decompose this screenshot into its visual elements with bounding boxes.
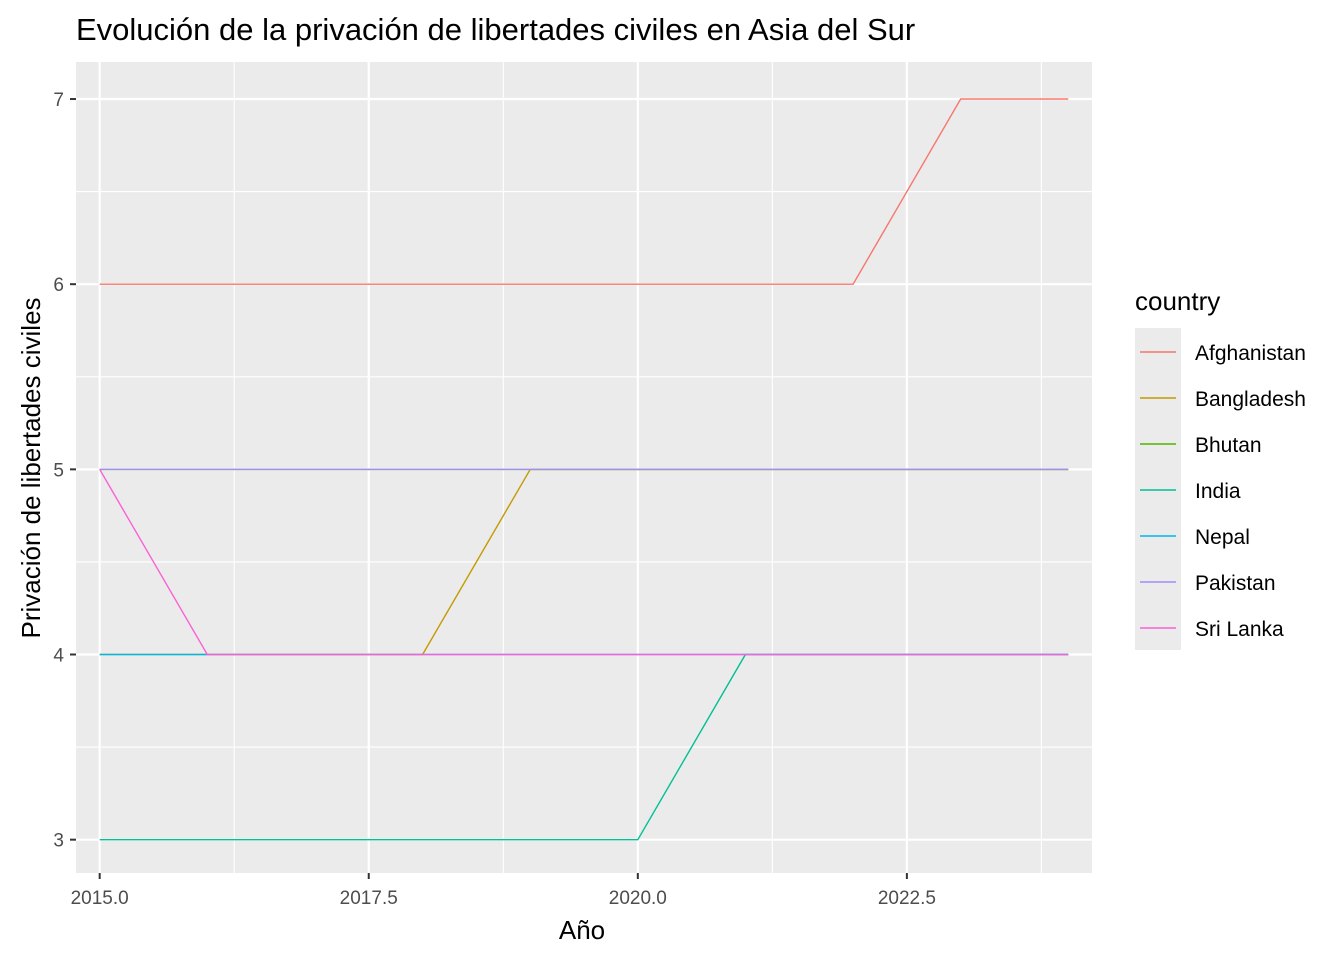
- x-tick-label: 2015.0: [71, 888, 129, 909]
- x-tick-label: 2017.5: [340, 888, 398, 909]
- grid-minor: [76, 62, 1092, 873]
- y-axis-title: Privación de libertades civiles: [16, 297, 46, 638]
- x-tick-label: 2022.5: [878, 888, 936, 909]
- legend-title: country: [1135, 286, 1220, 316]
- series-lines: [99, 98, 1069, 841]
- y-tick-label: 5: [53, 460, 64, 481]
- legend-label: Afghanistan: [1195, 342, 1306, 365]
- y-tick-label: 7: [53, 90, 64, 111]
- y-tick-label: 4: [53, 646, 64, 667]
- chart-title: Evolución de la privación de libertades …: [76, 12, 915, 47]
- legend-label: Nepal: [1195, 526, 1250, 549]
- legend-items: Afghanistan Bangladesh Bhutan India Nepal Pak…: [1140, 342, 1306, 641]
- legend-label: Bangladesh: [1195, 388, 1306, 411]
- x-tick-label: 2020.0: [609, 888, 667, 909]
- y-tick-label: 3: [53, 831, 64, 852]
- legend: country Afghanistan Bangladesh Bhutan India…: [1135, 286, 1306, 650]
- plot-panel: [76, 62, 1092, 873]
- series-line-sri-lanka: [99, 469, 1069, 656]
- legend-label: India: [1195, 480, 1241, 503]
- x-axis: 2015.0 2017.5 2020.0 2022.5: [71, 873, 936, 909]
- legend-label: Pakistan: [1195, 572, 1276, 595]
- legend-key-background: [1135, 328, 1181, 650]
- y-axis: 3 4 5 6 7: [53, 90, 76, 852]
- legend-label: Bhutan: [1195, 434, 1262, 457]
- x-axis-title: Año: [559, 915, 605, 945]
- series-line-afghanistan: [99, 98, 1069, 285]
- y-tick-label: 6: [53, 275, 64, 296]
- legend-label: Sri Lanka: [1195, 618, 1284, 641]
